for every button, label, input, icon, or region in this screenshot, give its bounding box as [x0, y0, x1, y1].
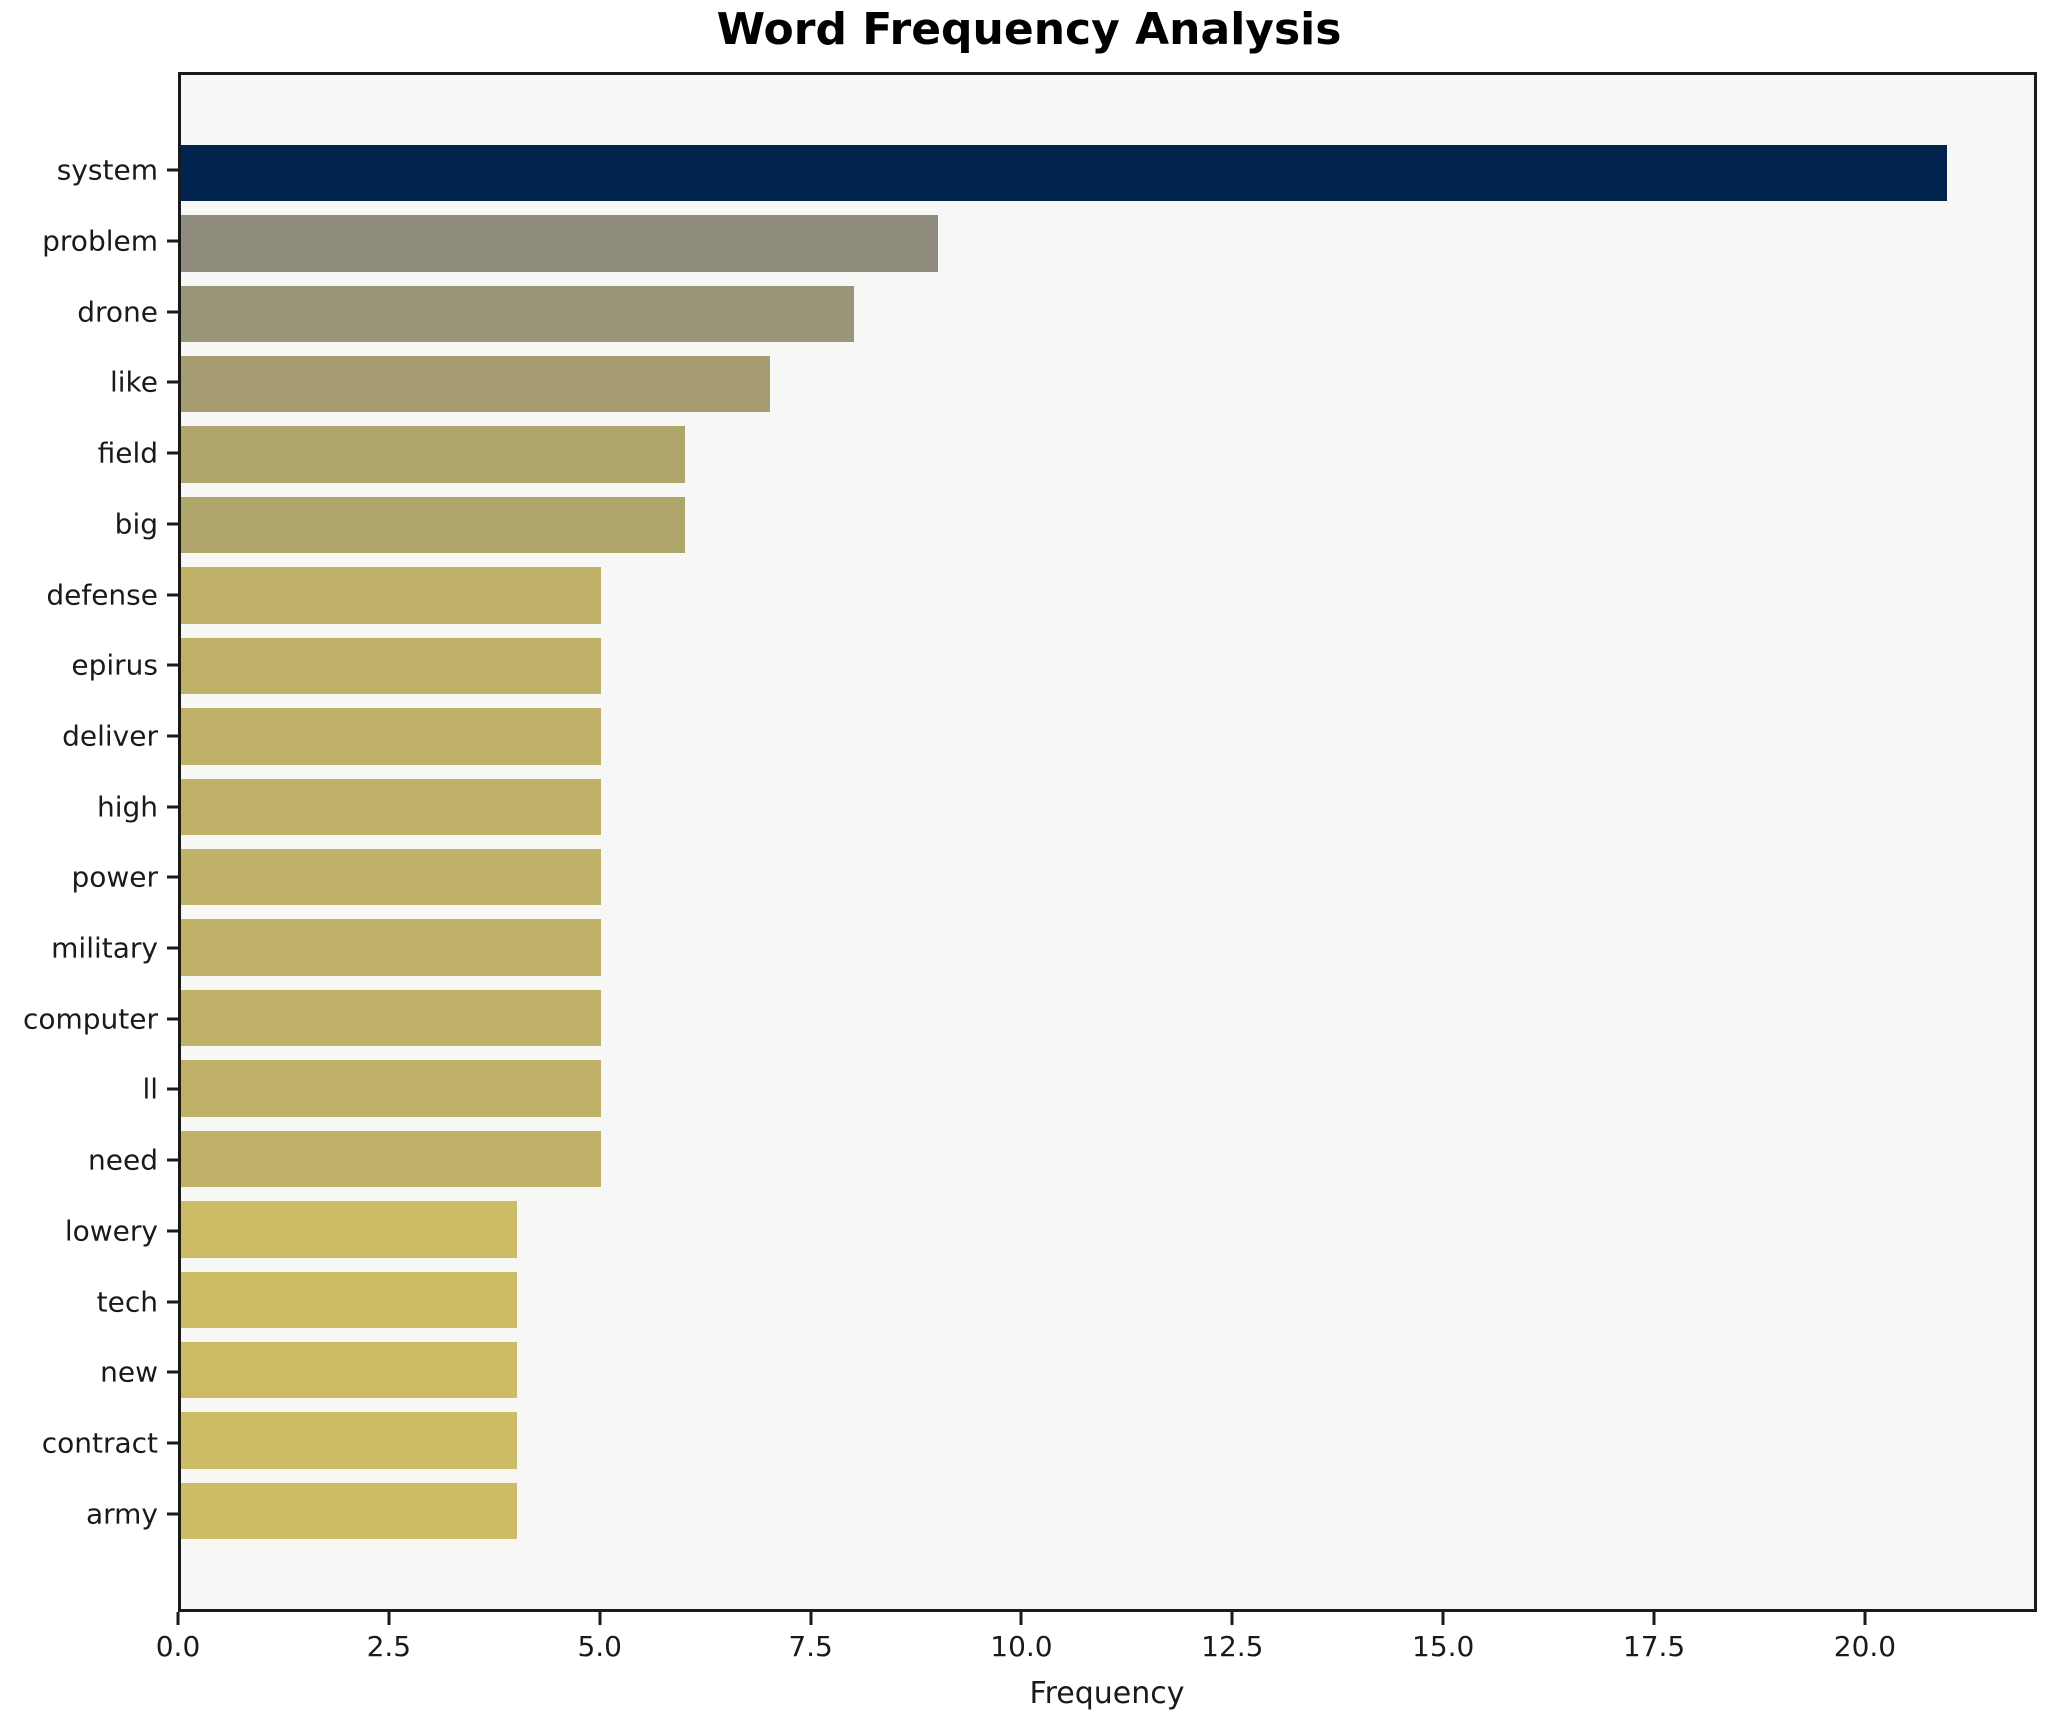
y-tick-mark	[167, 1370, 178, 1374]
y-label-high: high	[96, 790, 158, 824]
y-tick-mark	[167, 380, 178, 384]
y-tick-mark	[167, 168, 178, 172]
x-tick-mark	[176, 1612, 180, 1625]
bar-army	[181, 1482, 518, 1540]
bar-epirus	[181, 637, 602, 695]
chart-title: Word Frequency Analysis	[716, 4, 1342, 55]
y-tick-mark	[167, 522, 178, 526]
x-tick-mark	[387, 1612, 391, 1625]
y-tick-mark	[167, 1512, 178, 1516]
bar-field	[181, 426, 686, 483]
y-label-problem: problem	[42, 224, 158, 258]
bar-computer	[181, 989, 602, 1047]
y-label-lowery: lowery	[64, 1214, 158, 1248]
y-label-deliver: deliver	[62, 719, 158, 753]
y-label-big: big	[114, 507, 158, 541]
x-tick-label-2.5: 2.5	[366, 1630, 412, 1663]
bar-ll	[181, 1060, 602, 1117]
y-label-need: need	[88, 1143, 158, 1177]
y-label-new: new	[100, 1355, 158, 1389]
y-tick-mark	[167, 663, 178, 667]
x-tick-label-20.0: 20.0	[1833, 1630, 1897, 1663]
y-tick-mark	[167, 1087, 178, 1091]
y-tick-mark	[167, 1229, 178, 1233]
bar-system	[181, 144, 1947, 202]
x-tick-label-10.0: 10.0	[990, 1630, 1053, 1663]
y-label-army: army	[85, 1497, 158, 1531]
x-tick-mark	[598, 1612, 602, 1625]
y-label-ll: ll	[142, 1072, 158, 1106]
y-label-field: field	[97, 436, 158, 470]
y-tick-mark	[167, 451, 178, 455]
bar-military	[181, 919, 602, 976]
x-tick-label-7.5: 7.5	[788, 1630, 833, 1663]
x-axis-tick-marks	[176, 1612, 2037, 1626]
y-label-contract: contract	[41, 1426, 158, 1460]
y-tick-mark	[167, 946, 178, 950]
y-label-military: military	[51, 931, 158, 965]
y-axis-tick-marks	[167, 72, 178, 1612]
x-tick-mark	[1230, 1612, 1234, 1625]
y-tick-mark	[167, 734, 178, 738]
x-tick-label-5.0: 5.0	[577, 1630, 622, 1663]
y-label-like: like	[109, 365, 158, 399]
y-tick-mark	[167, 239, 178, 243]
x-tick-label-17.5: 17.5	[1622, 1630, 1686, 1663]
y-label-computer: computer	[22, 1002, 158, 1036]
y-tick-mark	[167, 1300, 178, 1304]
y-label-epirus: epirus	[71, 648, 158, 682]
y-tick-mark	[167, 1158, 178, 1162]
bar-drone	[181, 285, 854, 342]
y-tick-mark	[167, 310, 178, 314]
x-axis-tick-labels: 0.0 2.5 5.0 7.5 10.0 12.5 15.0 17.5 20.0	[156, 1630, 2037, 1670]
x-axis-label: Frequency	[1029, 1676, 1185, 1711]
y-label-tech: tech	[96, 1285, 158, 1319]
bar-high	[181, 778, 602, 835]
x-tick-mark	[1019, 1612, 1023, 1625]
y-label-drone: drone	[77, 295, 158, 329]
y-tick-mark	[167, 1441, 178, 1445]
x-tick-label-15.0: 15.0	[1412, 1630, 1475, 1663]
bar-big	[181, 496, 686, 554]
y-label-defense: defense	[46, 578, 158, 612]
bar-like	[181, 356, 770, 413]
y-tick-mark	[167, 805, 178, 809]
bar-tech	[181, 1271, 518, 1328]
plot-area	[178, 72, 2037, 1612]
bar-defense	[181, 567, 602, 624]
y-tick-mark	[167, 1017, 178, 1021]
x-tick-mark	[1441, 1612, 1445, 1625]
y-tick-mark	[167, 875, 178, 879]
x-tick-label-0.0: 0.0	[155, 1630, 201, 1663]
bar-contract	[181, 1412, 518, 1469]
bar-new	[181, 1342, 518, 1399]
y-label-power: power	[71, 860, 158, 894]
bar-deliver	[181, 708, 602, 765]
x-tick-mark	[809, 1612, 813, 1625]
y-label-system: system	[56, 153, 158, 187]
y-axis-category-labels: system problem drone like field big defense epi…	[0, 72, 158, 1612]
x-tick-mark	[1863, 1612, 1867, 1625]
bar-need	[181, 1130, 602, 1188]
y-tick-mark	[167, 593, 178, 597]
bar-power	[181, 849, 602, 906]
bar-problem	[181, 215, 938, 272]
bar-lowery	[181, 1201, 518, 1258]
x-tick-label-12.5: 12.5	[1201, 1630, 1264, 1663]
x-tick-mark	[1652, 1612, 1656, 1625]
